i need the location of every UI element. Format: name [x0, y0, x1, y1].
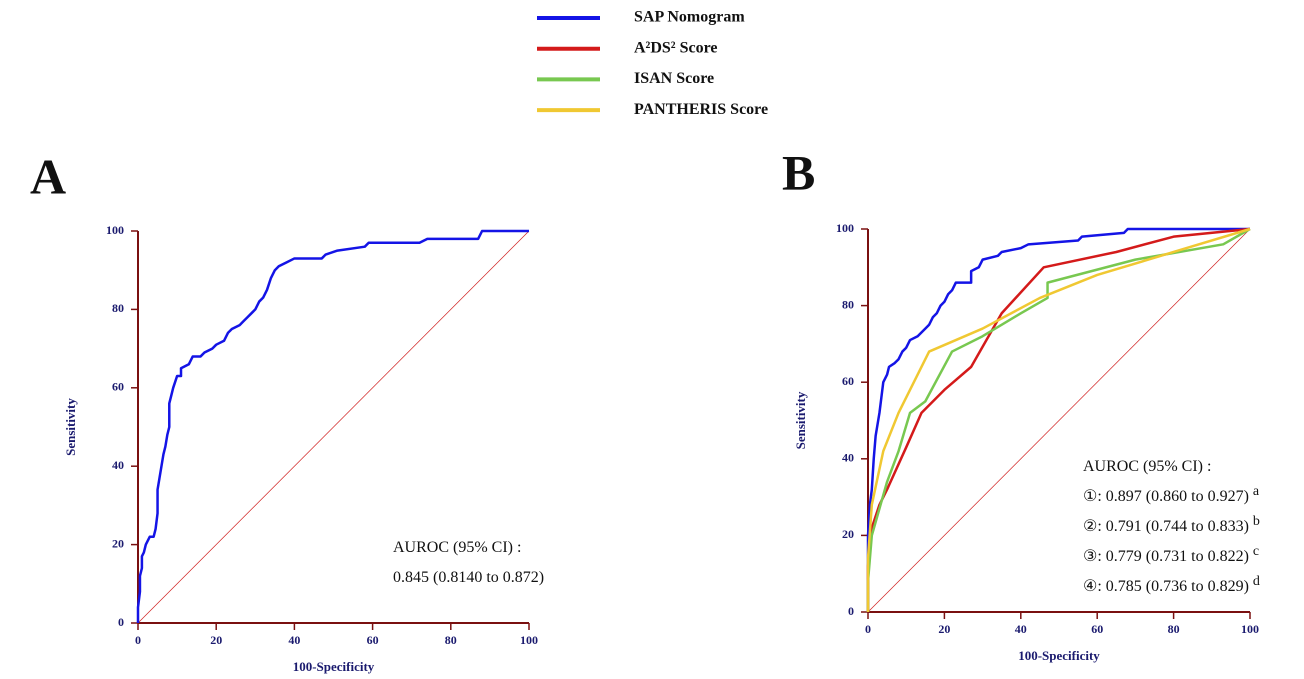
x-tick-label: 100: [520, 633, 538, 647]
annotation: ②: 0.791 (0.744 to 0.833) b: [1083, 514, 1260, 534]
y-tick-label: 100: [836, 221, 854, 235]
annotation-text: AUROC (95% CI) :: [1083, 458, 1211, 475]
annotation: AUROC (95% CI) :: [393, 539, 521, 556]
y-axis-label: Sensitivity: [793, 391, 808, 449]
y-tick-label: 40: [112, 458, 124, 472]
annotation-text: ④: 0.785 (0.736 to 0.829): [1083, 578, 1249, 595]
annotation-superscript: d: [1253, 574, 1260, 589]
x-tick-label: 40: [1015, 622, 1027, 636]
panel-label: A: [30, 148, 66, 204]
legend-label: A²DS² Score: [634, 39, 718, 56]
roc-curve: [136, 229, 529, 623]
annotation-superscript: a: [1253, 484, 1260, 499]
panel-label: B: [782, 144, 815, 200]
legend-label: PANTHERIS Score: [634, 101, 768, 118]
legend-label: ISAN Score: [634, 70, 714, 87]
x-tick-label: 0: [135, 633, 141, 647]
roc-curve: [866, 227, 1250, 612]
x-tick-label: 40: [288, 633, 300, 647]
reference-line: [137, 230, 530, 624]
y-tick-label: 40: [842, 451, 854, 465]
x-tick-label: 100: [1241, 622, 1259, 636]
x-axis-label: 100-Specificity: [293, 659, 375, 674]
y-axis-label: Sensitivity: [63, 398, 78, 456]
y-tick-label: 60: [842, 374, 854, 388]
x-tick-label: 80: [1168, 622, 1180, 636]
annotation: AUROC (95% CI) :: [1083, 458, 1211, 475]
annotation: 0.845 (0.8140 to 0.872): [393, 569, 544, 586]
roc-curve: [866, 227, 1251, 612]
annotation-text: 0.845 (0.8140 to 0.872): [393, 569, 544, 586]
annotation: ①: 0.897 (0.860 to 0.927) a: [1083, 484, 1260, 504]
annotation-text: ②: 0.791 (0.744 to 0.833): [1083, 518, 1249, 535]
roc-curve: [866, 227, 1251, 612]
x-tick-label: 60: [367, 633, 379, 647]
legend-label: SAP Nomogram: [634, 9, 745, 26]
y-tick-label: 80: [842, 297, 854, 311]
annotation-text: ③: 0.779 (0.731 to 0.822): [1083, 548, 1249, 565]
x-tick-label: 60: [1091, 622, 1103, 636]
x-tick-label: 20: [210, 633, 222, 647]
y-tick-label: 0: [118, 615, 124, 629]
x-tick-label: 80: [445, 633, 457, 647]
annotation-superscript: b: [1253, 514, 1260, 529]
annotation-superscript: c: [1253, 544, 1259, 559]
y-tick-label: 0: [848, 604, 854, 618]
annotation-text: AUROC (95% CI) :: [393, 539, 521, 556]
annotation: ③: 0.779 (0.731 to 0.822) c: [1083, 544, 1259, 564]
x-axis-label: 100-Specificity: [1018, 648, 1100, 663]
x-tick-label: 20: [938, 622, 950, 636]
annotation: ④: 0.785 (0.736 to 0.829) d: [1083, 574, 1260, 594]
y-tick-label: 80: [112, 301, 124, 315]
roc-curve: [866, 227, 1251, 612]
y-tick-label: 100: [106, 223, 124, 237]
y-tick-label: 20: [112, 536, 124, 550]
x-tick-label: 0: [865, 622, 871, 636]
y-tick-label: 20: [842, 527, 854, 541]
y-tick-label: 60: [112, 380, 124, 394]
annotation-text: ①: 0.897 (0.860 to 0.927): [1083, 488, 1249, 505]
reference-line: [867, 228, 1251, 613]
